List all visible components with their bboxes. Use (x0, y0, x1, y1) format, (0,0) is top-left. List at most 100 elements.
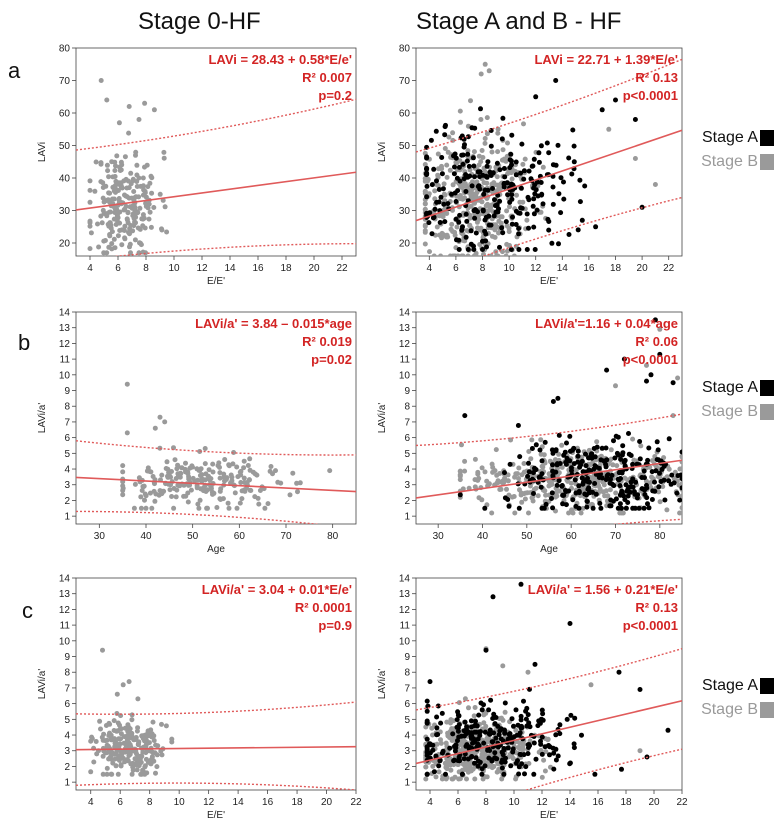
data-point (478, 159, 484, 165)
data-point (513, 727, 519, 733)
data-point (159, 227, 165, 233)
data-point (447, 745, 453, 751)
data-point (503, 219, 509, 225)
data-point (608, 447, 614, 453)
data-point (131, 223, 137, 229)
data-point (484, 131, 490, 137)
data-point (128, 170, 134, 176)
data-point (134, 172, 140, 178)
data-point (527, 724, 533, 730)
data-point (499, 765, 505, 771)
data-point (194, 485, 200, 491)
data-point (625, 500, 631, 505)
data-point (142, 763, 148, 769)
data-point (443, 234, 449, 240)
data-point (588, 682, 594, 688)
data-point (507, 731, 513, 737)
data-point (571, 445, 577, 451)
data-point (93, 159, 99, 165)
data-point (163, 723, 169, 729)
data-point (665, 727, 671, 733)
data-point (148, 224, 154, 230)
data-point (652, 182, 658, 187)
data-point (513, 222, 519, 227)
data-point (572, 715, 578, 721)
data-point (550, 745, 556, 751)
data-point (104, 250, 110, 256)
x-tick-label: 8 (480, 263, 486, 274)
data-point (486, 707, 492, 713)
data-point (497, 167, 503, 173)
data-point (181, 482, 187, 488)
data-point (569, 171, 575, 177)
data-point (480, 247, 485, 252)
data-point (528, 176, 534, 182)
data-point (447, 167, 453, 173)
data-point (114, 711, 120, 716)
data-point (444, 174, 450, 180)
data-point (556, 241, 561, 247)
data-point (630, 436, 636, 442)
data-point (556, 191, 562, 197)
data-point (256, 501, 262, 507)
data-point (124, 733, 130, 739)
column-title-stage-a-b: Stage A and B - HF (416, 8, 622, 35)
data-point (575, 453, 581, 459)
data-point (461, 144, 467, 150)
data-point (114, 691, 120, 697)
data-point (424, 736, 430, 742)
data-point (526, 460, 531, 466)
data-point (461, 728, 467, 734)
data-point (477, 174, 483, 180)
data-point (98, 161, 104, 167)
data-point (133, 748, 139, 754)
p-value-label: p<0.0001 (623, 352, 678, 367)
x-tick-label: 20 (637, 263, 649, 274)
r-squared-label: R² 0.0001 (295, 600, 352, 615)
data-point (498, 220, 504, 226)
y-tick-label: 2 (404, 762, 410, 773)
data-point (474, 723, 480, 729)
data-point (444, 211, 450, 216)
data-point (539, 751, 545, 757)
x-tick-label: 10 (174, 797, 186, 808)
data-point (501, 480, 507, 486)
data-point (185, 499, 191, 505)
data-point (550, 462, 555, 468)
data-point (646, 445, 652, 451)
data-point (435, 183, 441, 189)
y-tick-label: 8 (64, 402, 70, 413)
data-point (456, 722, 462, 728)
legend-item-stage-b: Stage B (694, 400, 774, 424)
data-point (111, 718, 117, 724)
data-point (563, 488, 568, 493)
data-point (470, 740, 475, 746)
y-tick-label: 8 (64, 668, 70, 679)
data-point (246, 477, 252, 483)
y-axis-label: LAVi (37, 142, 48, 162)
data-point (120, 682, 126, 688)
data-point (494, 480, 500, 486)
data-point (167, 487, 173, 493)
data-point (508, 181, 514, 187)
data-point (657, 499, 663, 505)
data-point (327, 468, 333, 474)
data-point (241, 475, 247, 481)
data-point (617, 501, 623, 507)
data-point (468, 192, 474, 198)
data-point (550, 184, 556, 190)
data-point (475, 741, 481, 747)
data-point (504, 208, 510, 214)
data-point (485, 159, 491, 165)
data-point (238, 480, 244, 485)
data-point (644, 482, 649, 488)
data-point (485, 187, 491, 193)
data-point (641, 468, 647, 474)
data-point (652, 317, 658, 323)
x-tick-label: 30 (94, 531, 106, 542)
data-point (637, 687, 643, 692)
data-point (129, 771, 135, 777)
data-point (502, 700, 508, 706)
x-tick-label: 4 (87, 263, 93, 274)
data-point (201, 488, 206, 494)
